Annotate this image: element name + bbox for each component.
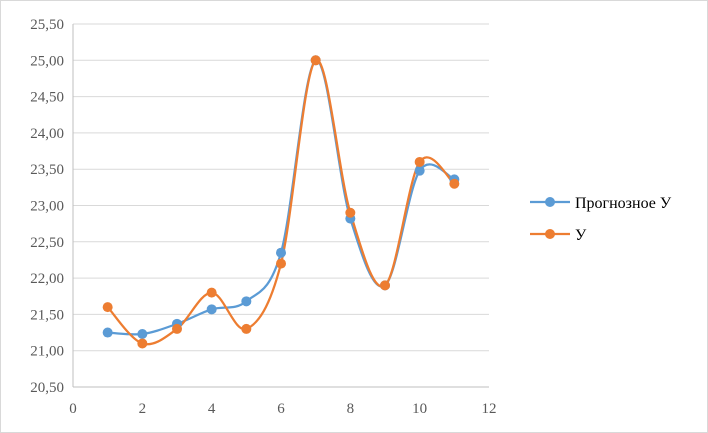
data-point (206, 304, 217, 315)
x-tick-label: 10 (412, 401, 427, 417)
y-tick-label: 21,50 (30, 307, 64, 323)
x-tick-label: 4 (208, 401, 216, 417)
series-line (106, 59, 456, 346)
data-point (310, 55, 321, 66)
data-point (276, 258, 286, 269)
legend-label: Прогнозное У (575, 195, 672, 212)
data-point (172, 323, 182, 334)
gridlines (73, 23, 489, 352)
x-tick-label: 2 (139, 401, 147, 417)
y-tick-label: 21,00 (30, 344, 64, 360)
y-tick-label: 24,00 (30, 126, 64, 142)
data-point (241, 323, 252, 334)
x-tick-labels: 0 2 4 6 8 10 12 (69, 401, 496, 417)
x-tick-label: 6 (277, 401, 285, 417)
y-tick-label: 23,00 (30, 199, 64, 215)
data-point (241, 296, 252, 307)
y-tick-label: 23,50 (30, 162, 64, 178)
data-point (137, 329, 148, 340)
legend: Прогнозное У У (530, 195, 672, 244)
legend-swatch-marker (545, 197, 555, 207)
data-point (276, 247, 286, 258)
data-point (206, 287, 217, 298)
y-tick-label: 24,50 (30, 90, 64, 106)
series-points (102, 55, 460, 349)
data-point (414, 156, 425, 167)
x-tick-label: 12 (482, 401, 497, 417)
y-tick-label: 25,50 (30, 17, 64, 33)
x-tick-label: 0 (69, 401, 77, 417)
data-point (449, 178, 460, 189)
data-point (137, 338, 148, 349)
axes (72, 24, 489, 388)
series-line (107, 59, 455, 336)
y-tick-label: 22,50 (30, 235, 64, 251)
y-tick-label: 20,50 (30, 380, 64, 396)
data-point (380, 280, 390, 291)
data-point (345, 207, 356, 218)
legend-label: У (575, 227, 587, 244)
legend-swatch-marker (545, 229, 555, 239)
y-tick-label: 25,00 (30, 53, 64, 69)
data-point (102, 327, 113, 338)
y-tick-labels: 20,50 21,00 21,50 22,00 22,50 23,00 23,50 24,00… (30, 17, 64, 396)
y-tick-label: 22,00 (30, 271, 64, 287)
data-point (102, 302, 113, 313)
data-point (414, 165, 425, 176)
series-lines (106, 59, 456, 346)
x-tick-label: 8 (347, 401, 355, 417)
